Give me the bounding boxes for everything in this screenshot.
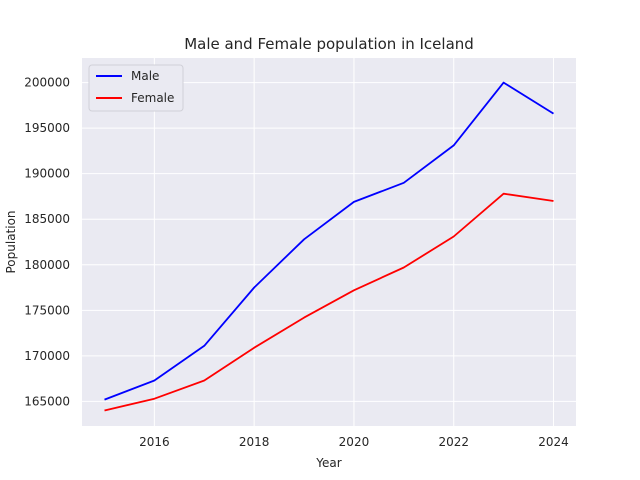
x-tick-labels: 2016 2018 2020 2022 2024 [139,435,569,449]
plot-background [82,58,576,426]
y-tick-labels: 165000 170000 175000 180000 185000 190000 1950… [24,76,70,409]
x-tick-label: 2024 [538,435,569,449]
x-tick-label: 2016 [139,435,170,449]
chart-title: Male and Female population in Iceland [184,35,474,53]
series-line-female [104,192,554,412]
y-tick-label: 195000 [24,121,70,135]
y-tick-label: 165000 [24,394,70,408]
x-tick-label: 2022 [438,435,469,449]
x-gridlines [153,58,555,426]
legend-male-label: Male [131,69,159,83]
y-axis-label: Population [4,210,18,273]
x-axis-label: Year [315,456,341,470]
y-gridlines [82,82,576,402]
x-tick-label: 2020 [339,435,370,449]
legend: Male Female [88,64,184,112]
series-layer [104,81,554,412]
x-tick-label: 2018 [239,435,270,449]
series-line-male [104,81,554,401]
y-tick-label: 200000 [24,76,70,90]
legend-female-label: Female [131,91,174,105]
y-tick-label: 175000 [24,303,70,317]
y-tick-label: 180000 [24,258,70,272]
y-tick-label: 185000 [24,212,70,226]
y-tick-label: 170000 [24,349,70,363]
y-tick-label: 190000 [24,167,70,181]
